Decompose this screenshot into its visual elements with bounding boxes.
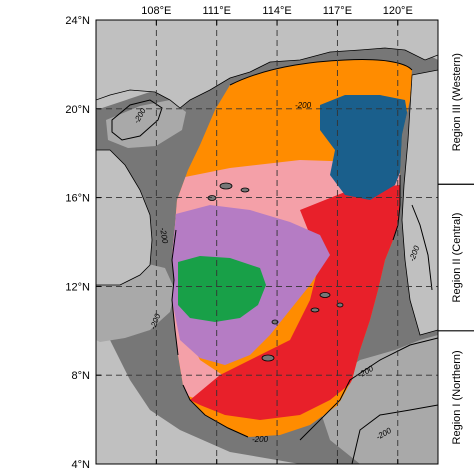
lon-tick-label: 120°E bbox=[383, 5, 413, 17]
contour-label: -200 bbox=[252, 435, 269, 444]
region-labels: Region III (Western) Region II (Central) R… bbox=[451, 53, 463, 444]
lat-tick-label: 4°N bbox=[72, 459, 91, 471]
lat-tick-label: 12°N bbox=[65, 281, 90, 293]
shelf-area bbox=[106, 100, 186, 148]
region-label: Region II (Central) bbox=[451, 213, 463, 303]
longitude-axis: 108°E 111°E 114°E 117°E 120°E bbox=[141, 5, 413, 464]
islands bbox=[207, 182, 344, 362]
lon-tick-label: 117°E bbox=[323, 5, 352, 17]
coastline bbox=[401, 69, 438, 336]
class-blue bbox=[320, 95, 410, 200]
lat-tick-label: 16°N bbox=[65, 193, 90, 205]
grid-lines bbox=[96, 20, 438, 464]
region-label: Region III (Western) bbox=[451, 53, 463, 151]
latitude-axis: 24°N 20°N 16°N 12°N 8°N 4°N bbox=[65, 15, 101, 471]
coastline bbox=[96, 149, 153, 286]
cluster-classes bbox=[172, 59, 412, 438]
contour-label: -200 bbox=[295, 101, 312, 110]
lat-tick-label: 20°N bbox=[65, 104, 90, 116]
contour-label: -200 bbox=[158, 227, 170, 245]
lon-tick-label: 108°E bbox=[141, 5, 171, 17]
lon-tick-label: 111°E bbox=[202, 5, 230, 17]
region-dividers bbox=[438, 183, 474, 332]
contour-lines bbox=[111, 59, 438, 464]
class-red bbox=[190, 185, 400, 420]
class-green bbox=[178, 256, 266, 322]
lat-tick-label: 8°N bbox=[72, 370, 91, 382]
map-area: -200 -200 -200 -200 -200 -200 -200 -200 bbox=[96, 20, 438, 464]
lat-tick-label: 24°N bbox=[65, 15, 90, 27]
region-label: Region I (Northern) bbox=[451, 350, 463, 444]
plot-frame bbox=[95, 19, 439, 465]
coastline bbox=[96, 20, 438, 109]
lon-tick-label: 114°E bbox=[262, 5, 291, 17]
